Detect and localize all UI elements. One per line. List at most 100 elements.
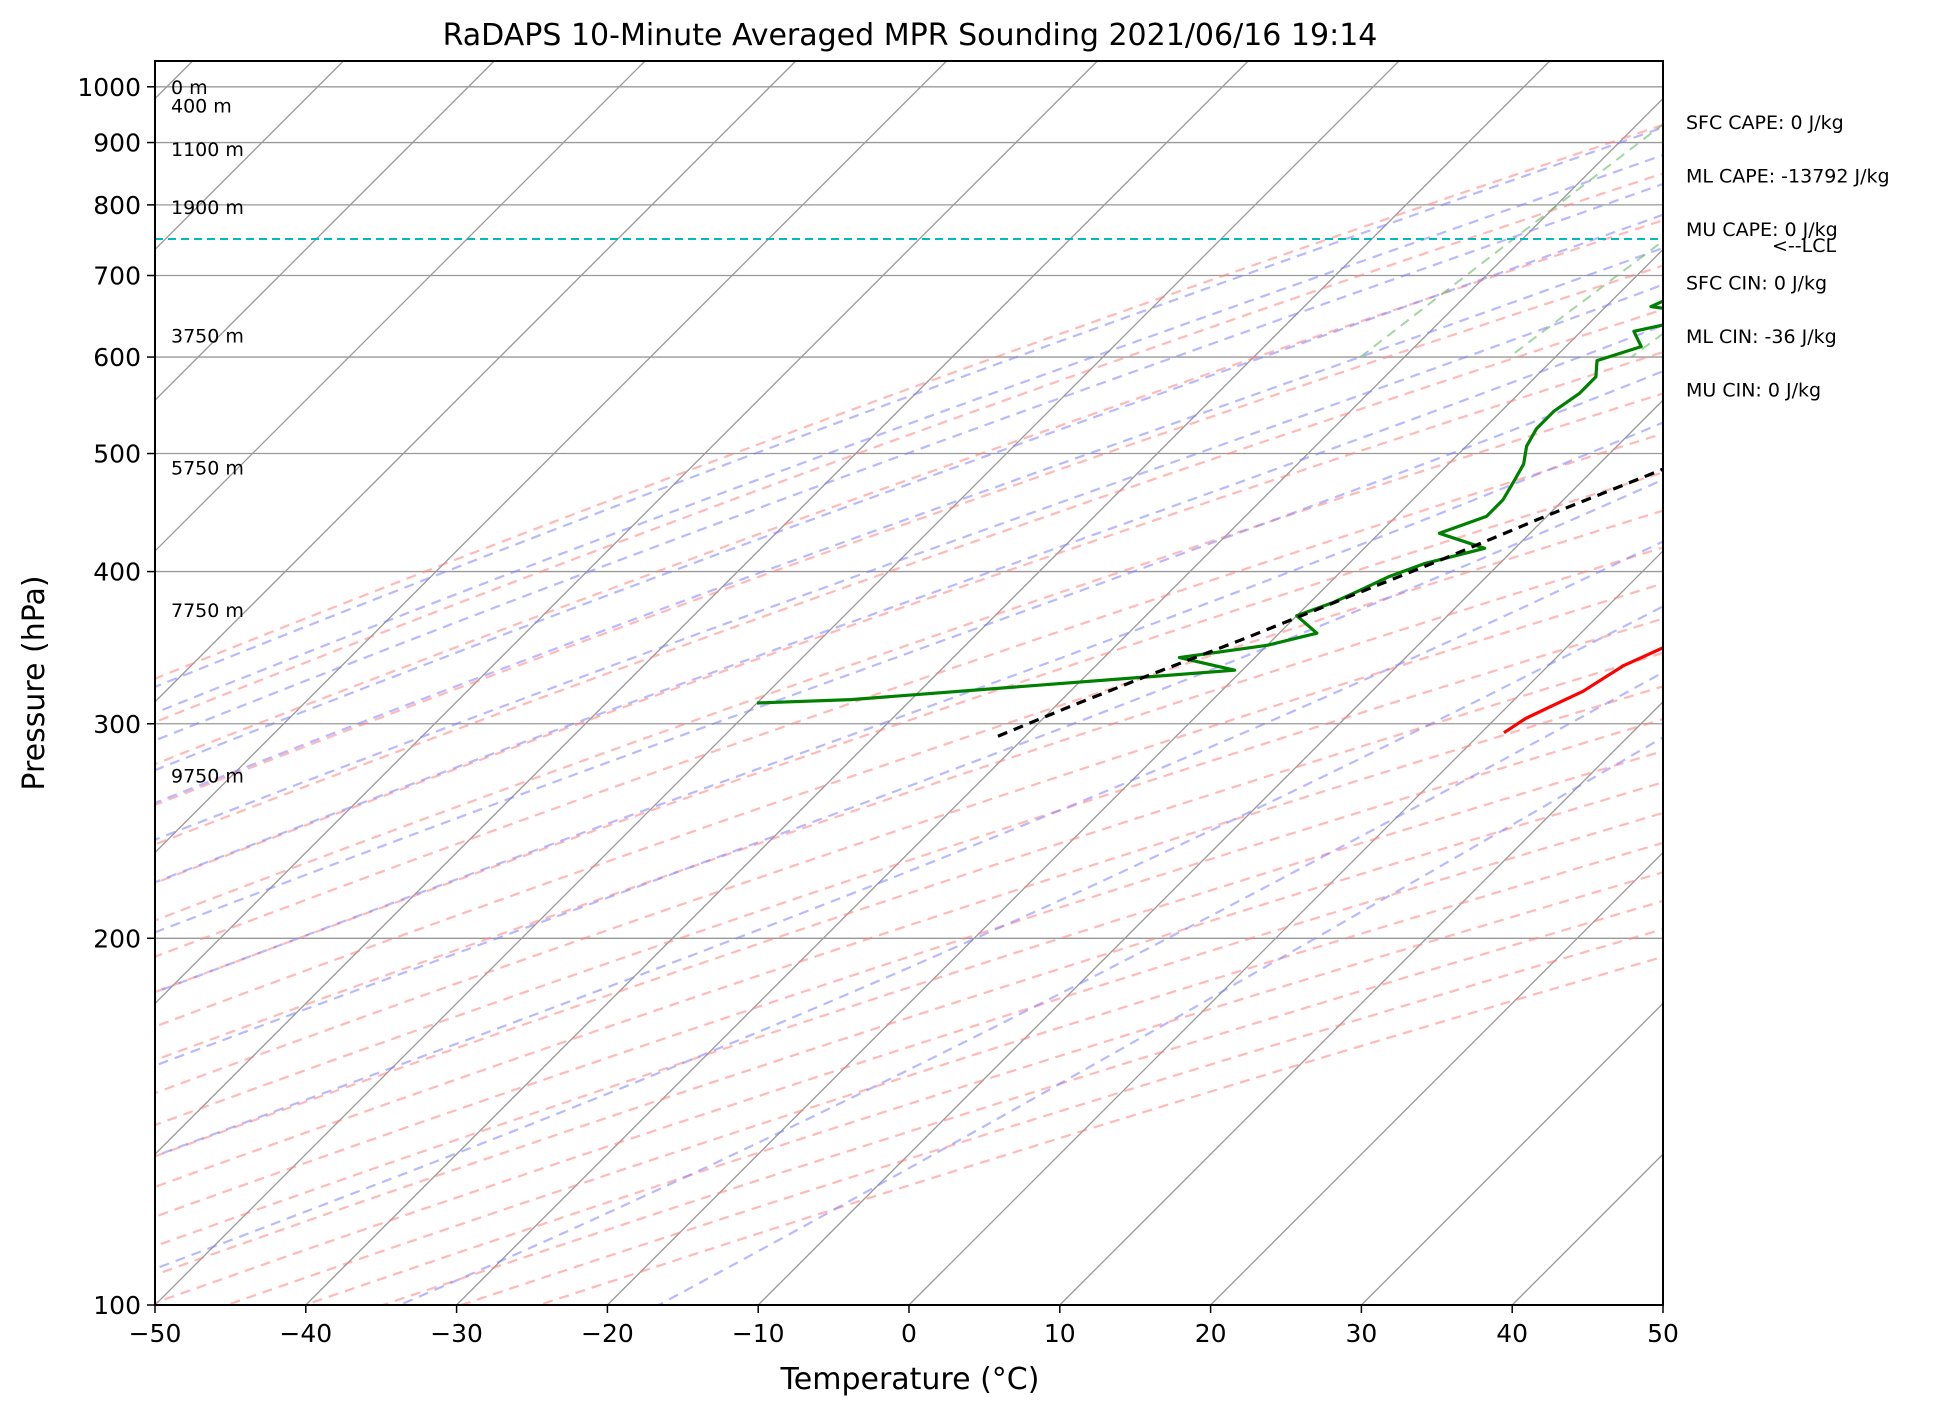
y-tick-label: 800	[93, 191, 141, 220]
x-tick-label: 20	[1195, 1319, 1227, 1348]
parcel-profile-line	[992, 467, 1663, 740]
dry-adiabat-line	[155, 781, 1663, 1276]
mixing-ratio-line	[1903, 61, 1936, 357]
x-tick-label: 40	[1496, 1319, 1528, 1348]
y-tick-label: 300	[93, 710, 141, 739]
isotherm-line	[155, 61, 646, 552]
x-tick-label: −50	[129, 1319, 182, 1348]
x-axis-label: Temperature (°C)	[780, 1362, 1040, 1397]
background-lines	[155, 61, 1936, 1305]
x-tick-label: 50	[1647, 1319, 1679, 1348]
stat-line: ML CAPE: -13792 J/kg	[1686, 166, 1890, 188]
chart-title: RaDAPS 10-Minute Averaged MPR Sounding 2…	[443, 18, 1378, 53]
moist-adiabat-line	[155, 324, 1663, 884]
isotherm-line	[155, 61, 495, 402]
mixing-ratio-line	[1807, 61, 1936, 357]
y-tick-label: 900	[93, 129, 141, 158]
moist-adiabat-line	[155, 478, 1663, 1067]
dry-adiabat-line	[155, 651, 1663, 1158]
y-tick-label: 500	[93, 440, 141, 469]
isotherm-line	[1059, 700, 1663, 1305]
dry-adiabat-line	[155, 509, 1663, 1028]
moist-adiabat-line	[155, 421, 1663, 994]
mixing-ratio-line	[1508, 239, 1663, 358]
x-tick-label: −30	[430, 1319, 483, 1348]
height-label: 1100 m	[171, 139, 244, 161]
y-tick-label: 1000	[77, 73, 141, 102]
height-label: 5750 m	[171, 457, 244, 479]
dry-adiabat-line	[155, 432, 1663, 958]
height-label: 7750 m	[171, 600, 244, 622]
height-label: 0 m	[171, 77, 208, 99]
moist-adiabat-line	[155, 182, 1663, 742]
isotherm-line	[305, 61, 1551, 1305]
dry-adiabat-line	[155, 546, 1663, 1062]
dry-adiabat-line	[155, 172, 1663, 724]
mixing-ratio-line	[1359, 123, 1663, 358]
stats-panel: SFC CAPE: 0 J/kg ML CAPE: -13792 J/kg MU C…	[1686, 112, 1890, 402]
stat-line: SFC CIN: 0 J/kg	[1686, 273, 1827, 295]
dry-adiabat-line	[304, 871, 1663, 1305]
x-tick-label: −40	[279, 1319, 332, 1348]
x-axis-ticks: −50 −40 −30 −20 −10 0 10 20 30 40 50	[129, 1305, 1679, 1348]
isotherm-line	[908, 550, 1663, 1305]
dewpoint-line	[756, 299, 1663, 705]
isotherm-line	[1360, 1002, 1663, 1305]
moist-adiabat-line	[155, 246, 1663, 805]
isotherm-line	[155, 61, 1400, 1305]
dry-adiabat-line	[155, 749, 1663, 1248]
dry-adiabat-line	[155, 392, 1663, 922]
moist-adiabat-line	[399, 671, 1663, 1305]
dry-adiabat-line	[155, 264, 1663, 807]
y-axis-ticks: 100 200 300 400 500 600 700 800 900 1000	[77, 73, 155, 1320]
x-tick-label: 0	[901, 1319, 917, 1348]
isotherm-line	[606, 248, 1663, 1305]
isotherm-line	[155, 61, 948, 854]
dry-adiabat-line	[382, 899, 1663, 1305]
moist-adiabat-line	[155, 370, 1663, 934]
dry-adiabat-line	[155, 717, 1663, 1218]
moist-adiabat-line	[155, 213, 1663, 772]
dry-adiabat-line	[155, 219, 1663, 766]
height-label: 1900 m	[171, 197, 244, 219]
isotherm-line	[757, 399, 1663, 1305]
sounding-series	[155, 238, 1663, 740]
x-tick-label: −20	[581, 1319, 634, 1348]
dry-adiabat-line	[155, 617, 1663, 1127]
y-tick-label: 100	[93, 1291, 141, 1320]
y-tick-label: 700	[93, 262, 141, 291]
y-tick-label: 200	[93, 924, 141, 953]
dry-adiabat-line	[155, 582, 1663, 1095]
dry-adiabat-line	[155, 811, 1663, 1304]
height-label: 9750 m	[171, 766, 244, 788]
isotherm-line	[155, 61, 797, 703]
mixing-ratio-line	[1630, 332, 1663, 358]
height-labels: 9750 m 7750 m 5750 m 3750 m 1900 m 1100 m 400 …	[171, 77, 244, 788]
isotherm-line	[155, 61, 1098, 1005]
stat-line: MU CIN: 0 J/kg	[1686, 380, 1821, 402]
dry-adiabat-line	[155, 685, 1663, 1189]
dry-adiabat-line	[155, 350, 1663, 885]
lcl-label: <--LCL	[1772, 235, 1836, 257]
moist-adiabat-line	[658, 736, 1663, 1305]
height-label: 3750 m	[171, 325, 244, 347]
isotherm-line	[1210, 851, 1663, 1305]
x-tick-label: −10	[732, 1319, 785, 1348]
dry-adiabat-line	[155, 471, 1663, 994]
moist-adiabat-line	[155, 153, 1663, 715]
moist-adiabat-line	[155, 126, 1663, 689]
x-tick-label: 30	[1345, 1319, 1377, 1348]
stat-line: SFC CAPE: 0 J/kg	[1686, 112, 1844, 134]
y-axis-label: Pressure (hPa)	[17, 575, 52, 790]
moist-adiabat-line	[155, 283, 1663, 841]
dry-adiabat-line	[155, 308, 1663, 846]
height-label: 400 m	[171, 96, 232, 118]
y-tick-label: 600	[93, 343, 141, 372]
isotherm-line	[1511, 1153, 1663, 1305]
stat-line: MU CAPE: 0 J/kg	[1686, 219, 1838, 241]
moist-adiabat-line	[155, 540, 1663, 1158]
x-tick-label: 10	[1044, 1319, 1076, 1348]
mixing-ratio-line	[1707, 61, 1936, 357]
dry-adiabat-line	[538, 955, 1663, 1305]
